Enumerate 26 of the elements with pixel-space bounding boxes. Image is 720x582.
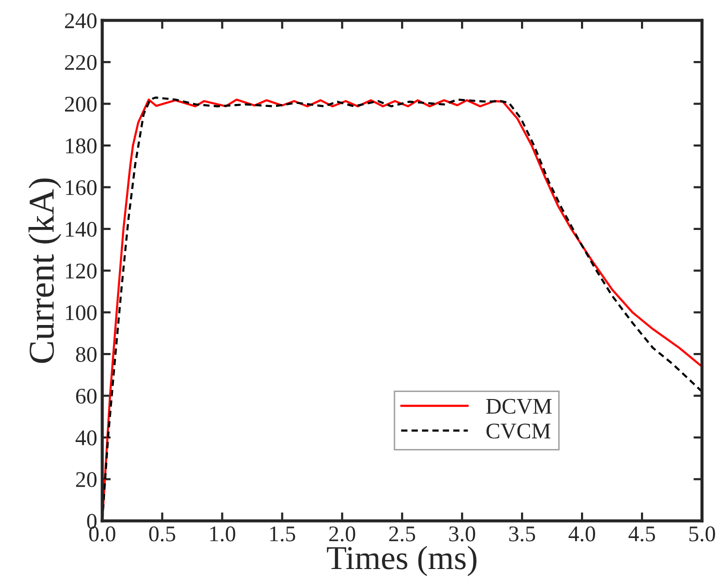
y-tick-label: 200 <box>65 96 97 112</box>
x-axis-title: Times (ms) <box>326 546 476 576</box>
y-tick-label: 180 <box>66 138 97 154</box>
x-tick-label: 5.0 <box>689 526 716 542</box>
y-tick-label: 160 <box>66 180 97 196</box>
x-tick-label: 3.5 <box>509 526 536 542</box>
x-tick-label: 4.0 <box>568 526 596 542</box>
x-tick-label: 0.5 <box>149 526 176 542</box>
x-tick-label: 1.0 <box>210 526 236 542</box>
y-tick-label: 40 <box>76 430 97 446</box>
y-tick-label: 220 <box>65 55 97 70</box>
x-tick-label: 4.5 <box>628 526 656 542</box>
x-tick-label: 2.0 <box>329 526 356 542</box>
legend-label: DCVM <box>486 398 552 414</box>
x-tick-label: 1.5 <box>270 526 296 542</box>
legend-label: CVCM <box>486 424 550 439</box>
y-tick-label: 140 <box>66 222 97 237</box>
y-tick-label: 100 <box>66 305 97 320</box>
y-tick-label: 20 <box>76 472 97 488</box>
y-tick-label: 80 <box>76 346 97 362</box>
x-tick-label: 3.0 <box>449 526 476 542</box>
y-tick-label: 120 <box>66 264 97 279</box>
y-axis-title: Current (kA) <box>28 178 62 363</box>
y-tick-label: 240 <box>65 13 97 28</box>
x-tick-label: 2.5 <box>389 526 416 542</box>
y-tick-label: 60 <box>76 388 97 404</box>
